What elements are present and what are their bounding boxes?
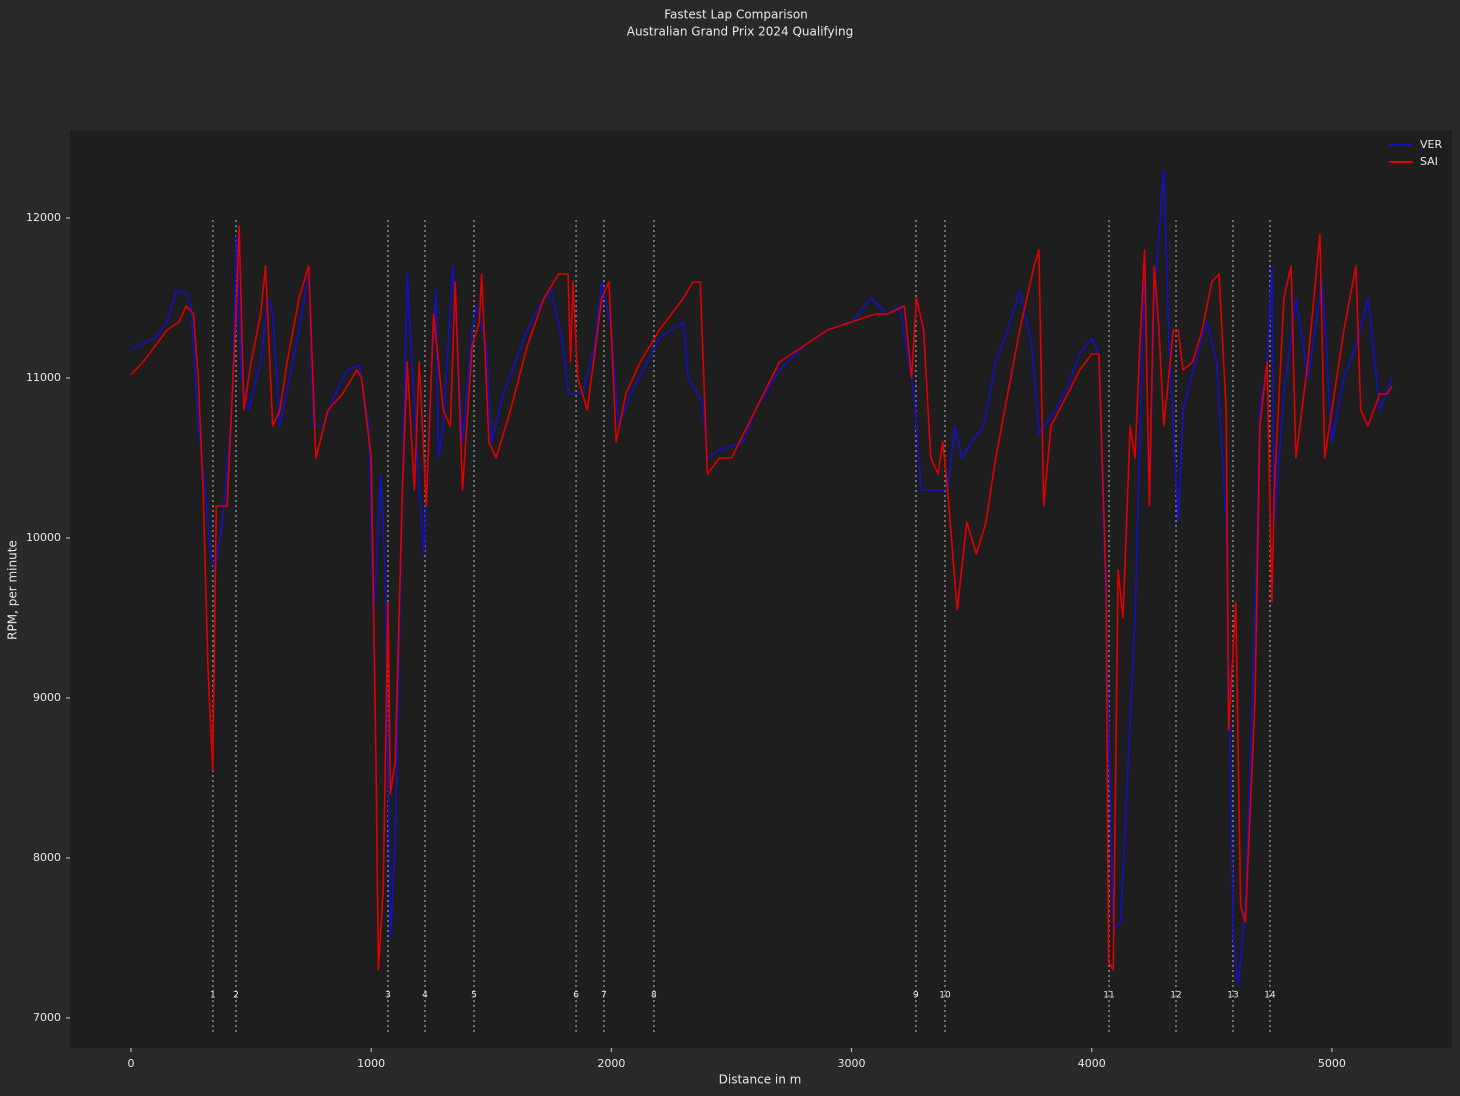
corner-label: 4: [422, 991, 428, 1001]
x-tick-label: 2000: [597, 1057, 625, 1070]
corner-label: 6: [573, 991, 579, 1001]
corner-label: 1: [210, 991, 216, 1001]
series-line: [130, 225, 1393, 971]
corner-label: 11: [1103, 991, 1114, 1001]
y-tick-label: 12000: [26, 211, 61, 224]
corner-label: 7: [601, 991, 607, 1001]
corner-label: 9: [913, 991, 919, 1001]
plot-area: [70, 130, 1452, 1048]
x-tick-label: 4000: [1078, 1057, 1106, 1070]
x-tick-label: 5000: [1318, 1057, 1346, 1070]
y-tick-label: 10000: [26, 531, 61, 544]
corner-label: 12: [1170, 991, 1181, 1001]
corner-label: 14: [1264, 991, 1276, 1001]
chart-title: Fastest Lap Comparison: [664, 8, 808, 22]
y-tick-label: 11000: [26, 371, 61, 384]
x-tick-label: 3000: [838, 1057, 866, 1070]
x-tick-label: 1000: [357, 1057, 385, 1070]
y-tick-label: 7000: [33, 1011, 61, 1024]
y-axis-label: RPM, per minute: [6, 540, 20, 640]
corner-label: 8: [651, 991, 657, 1001]
legend-label: VER: [1420, 138, 1442, 151]
corner-label: 2: [233, 991, 239, 1001]
y-tick-label: 9000: [33, 691, 61, 704]
corner-label: 13: [1227, 991, 1238, 1001]
x-axis-label: Distance in m: [719, 1073, 802, 1087]
corner-label: 3: [385, 991, 391, 1001]
corner-label: 5: [471, 991, 477, 1001]
corner-label: 10: [939, 991, 951, 1001]
x-tick-label: 0: [128, 1057, 135, 1070]
y-tick-label: 8000: [33, 851, 61, 864]
chart-subtitle: Australian Grand Prix 2024 Qualifying: [627, 25, 853, 39]
legend-label: SAI: [1420, 155, 1438, 168]
